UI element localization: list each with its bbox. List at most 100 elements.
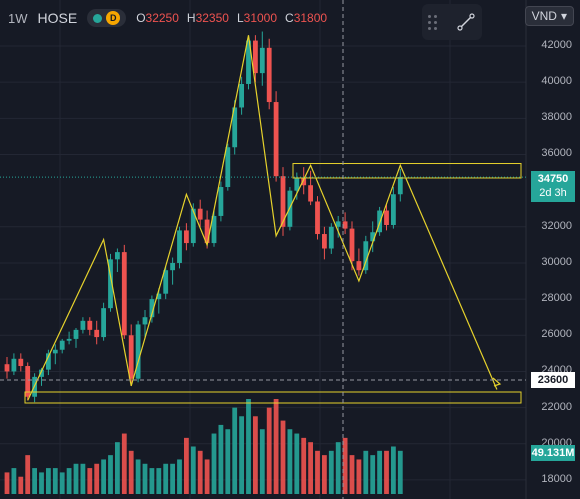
volume-bar bbox=[211, 433, 217, 494]
volume-bar bbox=[370, 455, 376, 494]
volume-bar bbox=[128, 450, 134, 494]
candle-body bbox=[108, 259, 113, 309]
last-price-value: 34750 bbox=[537, 173, 569, 185]
candle-body bbox=[273, 102, 279, 177]
volume-bar bbox=[273, 399, 279, 494]
currency-select[interactable]: VND ▾ bbox=[524, 6, 574, 26]
symbol-label[interactable]: HOSE bbox=[37, 10, 78, 26]
price-tick-label: 30000 bbox=[541, 255, 572, 268]
price-tick-label: 26000 bbox=[541, 328, 572, 341]
volume-bar bbox=[108, 455, 113, 494]
level-badge: 23600 bbox=[531, 372, 575, 388]
volume-bar bbox=[66, 468, 72, 494]
candle-body bbox=[121, 252, 127, 336]
volume-bar bbox=[94, 463, 100, 494]
candle-body bbox=[342, 221, 348, 229]
volume-bar bbox=[87, 468, 93, 494]
candle-body bbox=[294, 177, 300, 191]
candle-body bbox=[135, 324, 141, 379]
volume-bar bbox=[18, 476, 24, 494]
support-zone bbox=[24, 391, 522, 404]
volume-bar bbox=[59, 472, 65, 494]
arrow-head-icon bbox=[492, 377, 502, 387]
price-tick-label: 18000 bbox=[541, 472, 572, 485]
candle-body bbox=[204, 219, 210, 244]
low-key: L bbox=[236, 11, 244, 25]
candle-body bbox=[266, 47, 272, 103]
low-value: 31000 bbox=[243, 11, 278, 25]
candle-body bbox=[101, 308, 106, 338]
status-badge: D bbox=[106, 11, 121, 25]
candle-body bbox=[211, 215, 217, 244]
volume-bar bbox=[149, 468, 155, 494]
volume-bar bbox=[246, 399, 251, 494]
volume-bar bbox=[322, 455, 327, 494]
volume-bar bbox=[218, 424, 224, 494]
high-value: 32350 bbox=[195, 11, 229, 25]
volume-bar bbox=[80, 463, 86, 494]
price-tick-label: 42000 bbox=[541, 39, 572, 51]
volume-bar bbox=[11, 468, 17, 494]
volume-bar bbox=[239, 416, 244, 494]
candle-body bbox=[170, 262, 175, 271]
candle-body bbox=[397, 177, 403, 195]
candle-body bbox=[39, 369, 44, 377]
candle-body bbox=[328, 226, 334, 249]
candle-body bbox=[149, 299, 155, 318]
candle-body bbox=[52, 349, 58, 354]
candle-body bbox=[94, 329, 100, 338]
candle-body bbox=[156, 293, 162, 300]
candle-body bbox=[177, 230, 182, 263]
drawing-toolbar[interactable] bbox=[422, 4, 482, 40]
interval-label[interactable]: 1W bbox=[8, 10, 28, 26]
candle-body bbox=[115, 252, 120, 260]
candle-body bbox=[335, 221, 341, 227]
candle-body bbox=[190, 208, 196, 244]
volume-bar bbox=[101, 459, 106, 494]
volume-bar bbox=[280, 420, 286, 494]
candle-body bbox=[301, 177, 307, 186]
volume-bar bbox=[177, 459, 182, 494]
volume-bar bbox=[73, 463, 79, 494]
drag-handle-icon[interactable] bbox=[428, 11, 442, 33]
candle-body bbox=[384, 210, 389, 225]
volume-bar bbox=[4, 472, 10, 494]
price-tick-label: 36000 bbox=[541, 147, 572, 160]
volume-bar bbox=[135, 459, 141, 494]
candle-body bbox=[356, 261, 362, 271]
volume-bar bbox=[253, 416, 258, 494]
volume-bar bbox=[115, 442, 120, 494]
volume-badge: 49.131M bbox=[531, 445, 575, 461]
price-tick-label: 38000 bbox=[541, 111, 572, 124]
candle-body bbox=[239, 83, 244, 108]
volume-bar bbox=[25, 455, 31, 494]
volume-bar bbox=[335, 442, 341, 494]
candle-body bbox=[280, 176, 286, 227]
price-tick-label: 28000 bbox=[541, 292, 572, 305]
candle-body bbox=[59, 340, 65, 350]
market-status[interactable]: D bbox=[87, 9, 127, 27]
open-value: 32250 bbox=[145, 11, 179, 25]
chevron-down-icon: ▾ bbox=[560, 9, 567, 23]
symbol-header: 1W HOSE D O32250 H32350 L31000 C31800 bbox=[8, 8, 327, 28]
trend-line-icon[interactable] bbox=[456, 12, 476, 32]
volume-bar bbox=[121, 433, 127, 494]
volume-bar bbox=[384, 450, 389, 494]
volume-bar bbox=[287, 429, 293, 494]
candle-body bbox=[391, 194, 396, 225]
volume-bar bbox=[225, 429, 231, 494]
candle-body bbox=[225, 147, 231, 188]
volume-bar bbox=[301, 437, 307, 494]
candle-body bbox=[315, 201, 320, 235]
candle-body bbox=[142, 317, 148, 325]
close-value: 31800 bbox=[293, 11, 328, 25]
volume-bar bbox=[142, 463, 148, 494]
candle-body bbox=[163, 270, 169, 294]
candle-body bbox=[322, 234, 327, 249]
candle-body bbox=[80, 320, 86, 330]
volume-bar bbox=[156, 468, 162, 494]
close-key: C bbox=[285, 11, 294, 25]
last-price-badge: 34750 2d 3h bbox=[531, 171, 575, 202]
candle-body bbox=[218, 187, 224, 216]
